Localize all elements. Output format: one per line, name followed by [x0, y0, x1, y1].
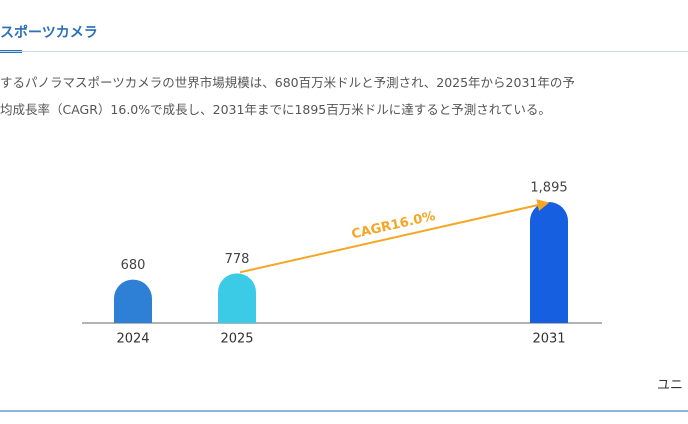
description-line: するパノラマスポーツカメラの世界市場規模は、680百万米ドルと予測され、2025…	[0, 75, 575, 90]
x-tick-label: 2025	[220, 332, 253, 347]
value-label: 680	[121, 258, 146, 273]
value-label: 778	[225, 252, 250, 267]
cagr-arrow	[239, 199, 550, 274]
value-label: 1,895	[530, 181, 567, 196]
bar	[530, 202, 568, 323]
x-tick-label: 2031	[532, 332, 565, 347]
bar	[114, 279, 152, 323]
bottom-rule	[0, 410, 688, 412]
x-tick-label: 2024	[116, 332, 149, 347]
unit-label: ユニ	[657, 378, 684, 393]
section-title: スポーツカメラ	[0, 25, 98, 41]
bar	[218, 273, 256, 323]
description-line: 均成長率（CAGR）16.0%で成長し、2031年までに1895百万米ドルに達す…	[0, 102, 551, 117]
title-rule	[0, 51, 688, 52]
